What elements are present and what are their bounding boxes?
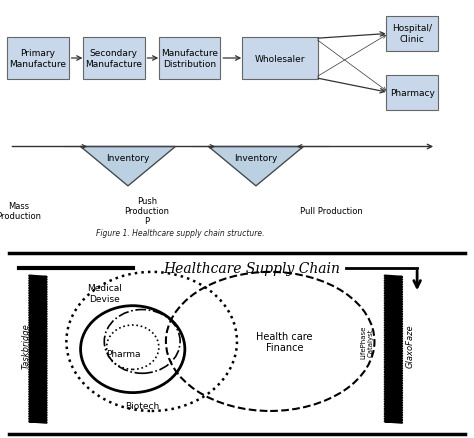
- Text: Figure 1. Healthcare supply chain structure.: Figure 1. Healthcare supply chain struct…: [96, 229, 264, 238]
- Text: Taskbridge: Taskbridge: [22, 323, 30, 368]
- Text: Inventory: Inventory: [106, 154, 150, 162]
- Text: Push
Production
P: Push Production P: [125, 196, 169, 226]
- Text: Health care
Finance: Health care Finance: [256, 331, 313, 353]
- FancyBboxPatch shape: [159, 38, 220, 80]
- FancyBboxPatch shape: [7, 38, 69, 80]
- Text: Inventory: Inventory: [234, 154, 278, 162]
- Text: GlaxoFaze: GlaxoFaze: [406, 324, 414, 367]
- FancyBboxPatch shape: [242, 38, 318, 80]
- Text: Medical
Devise: Medical Devise: [87, 284, 122, 303]
- Text: Pharmacy: Pharmacy: [390, 89, 435, 98]
- Text: Primary
Manufacture: Primary Manufacture: [9, 49, 66, 69]
- Polygon shape: [209, 147, 303, 187]
- Text: Mass
Production: Mass Production: [0, 201, 41, 221]
- Text: Wholesaler: Wholesaler: [255, 54, 305, 64]
- Text: LifePhase
Catalyst: LifePhase Catalyst: [361, 325, 374, 358]
- Text: Hospital/
Clinic: Hospital/ Clinic: [392, 25, 432, 44]
- Text: Manufacture
Distribution: Manufacture Distribution: [161, 49, 218, 69]
- Polygon shape: [81, 147, 175, 187]
- Text: Pull Production: Pull Production: [301, 206, 363, 215]
- FancyBboxPatch shape: [386, 17, 438, 52]
- Text: Biotech: Biotech: [125, 401, 159, 410]
- Text: Healthcare Supply Chain: Healthcare Supply Chain: [163, 261, 340, 276]
- Text: Secondary
Manufacture: Secondary Manufacture: [85, 49, 142, 69]
- Text: Pharma: Pharma: [106, 349, 140, 358]
- FancyBboxPatch shape: [386, 76, 438, 110]
- FancyBboxPatch shape: [83, 38, 145, 80]
